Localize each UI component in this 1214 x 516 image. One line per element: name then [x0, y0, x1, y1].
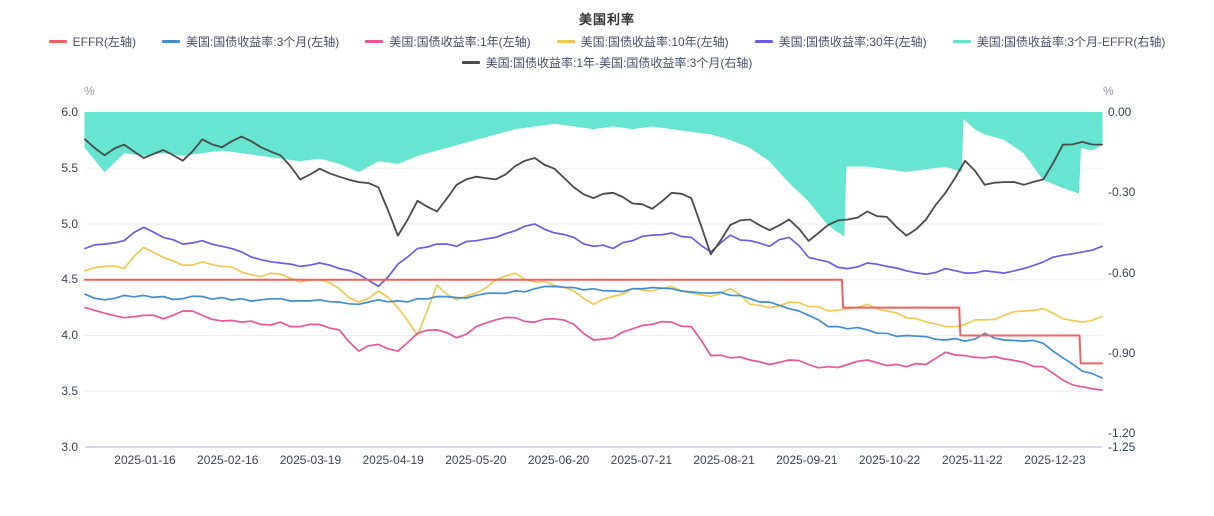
legend-item-0-5[interactable]: 美国:国债收益率:3个月-EFFR(右轴) — [952, 33, 1166, 50]
right-axis-tick: -0.30 — [1108, 185, 1136, 200]
series-area-3m-minus-effr — [84, 112, 1103, 237]
series-line-1 — [84, 285, 1103, 379]
legend-line-icon — [365, 40, 384, 43]
left-axis-tick: 3.5 — [61, 383, 78, 398]
x-axis-tick: 2025-08-21 — [693, 453, 755, 467]
right-axis-tick: -0.90 — [1108, 345, 1136, 360]
legend-item-label: 美国:国债收益率:1年-美国:国债收益率:3个月(右轴) — [485, 56, 753, 70]
legend-row: 美国:国债收益率:1年-美国:国债收益率:3个月(右轴) — [461, 54, 753, 71]
legend-item-label: 美国:国债收益率:3个月-EFFR(右轴) — [976, 35, 1166, 49]
legend-item-0-3[interactable]: 美国:国债收益率:10年(左轴) — [556, 33, 729, 50]
x-axis-tick: 2025-03-19 — [279, 453, 342, 467]
left-axis-tick: 5.0 — [61, 216, 78, 231]
left-axis-tick: 4.5 — [61, 272, 78, 287]
x-axis-tick: 2025-04-19 — [362, 453, 424, 467]
x-axis-tick: 2025-02-16 — [197, 453, 259, 467]
legend-line-icon — [754, 40, 773, 43]
legend-item-label: 美国:国债收益率:30年(左轴) — [778, 35, 927, 49]
left-axis-tick: 4.0 — [61, 328, 78, 342]
legend-item-0-1[interactable]: 美国:国债收益率:3个月(左轴) — [161, 33, 340, 50]
right-axis-tick: 0.00 — [1108, 105, 1132, 119]
legend-line-icon — [461, 61, 480, 64]
series-line-4 — [84, 223, 1103, 288]
x-axis-tick: 2025-07-21 — [610, 453, 673, 467]
legend-line-icon — [48, 40, 67, 43]
legend-line-icon — [952, 40, 971, 43]
legend: EFFR(左轴) 美国:国债收益率:3个月(左轴) 美国:国债收益率:1年(左轴) 美… — [0, 33, 1214, 71]
x-axis-tick: 2025-11-22 — [942, 453, 1003, 467]
legend-row: EFFR(左轴) 美国:国债收益率:3个月(左轴) 美国:国债收益率:1年(左轴) 美… — [48, 33, 1166, 50]
legend-item-0-2[interactable]: 美国:国债收益率:1年(左轴) — [365, 33, 531, 50]
legend-item-1-0[interactable]: 美国:国债收益率:1年-美国:国债收益率:3个月(右轴) — [461, 54, 753, 71]
series-line-0 — [84, 278, 1103, 365]
x-axis-tick: 2025-12-23 — [1024, 453, 1086, 467]
x-axis-tick: 2025-09-21 — [776, 453, 838, 467]
left-axis-unit: % — [84, 84, 95, 98]
series-line-6 — [84, 135, 1103, 256]
series-line-2 — [84, 306, 1103, 391]
legend-line-icon — [556, 40, 575, 43]
right-axis-tick: -1.20 — [1108, 426, 1136, 441]
x-axis-tick: 2025-01-16 — [114, 453, 176, 467]
legend-item-label: 美国:国债收益率:1年(左轴) — [389, 35, 531, 49]
series-line-3 — [84, 246, 1103, 337]
legend-item-0-0[interactable]: EFFR(左轴) — [48, 33, 136, 50]
left-axis-tick: 6.0 — [61, 105, 78, 119]
x-axis-tick: 2025-05-20 — [445, 453, 507, 467]
legend-line-icon — [161, 40, 180, 43]
right-axis-tick: -0.60 — [1108, 265, 1136, 280]
left-axis-tick: 5.5 — [61, 160, 78, 175]
legend-item-0-4[interactable]: 美国:国债收益率:30年(左轴) — [754, 33, 927, 50]
right-axis-unit: % — [1103, 84, 1114, 98]
left-axis-tick: 3.0 — [61, 439, 78, 454]
x-axis-tick: 2025-06-20 — [527, 453, 590, 467]
x-axis-tick: 2025-10-22 — [858, 453, 921, 467]
right-axis-tick: -1.25 — [1108, 439, 1136, 454]
legend-item-label: 美国:国债收益率:10年(左轴) — [580, 35, 729, 49]
legend-item-label: EFFR(左轴) — [72, 35, 136, 49]
legend-item-label: 美国:国债收益率:3个月(左轴) — [185, 35, 340, 49]
chart-title: 美国利率 — [578, 12, 635, 27]
